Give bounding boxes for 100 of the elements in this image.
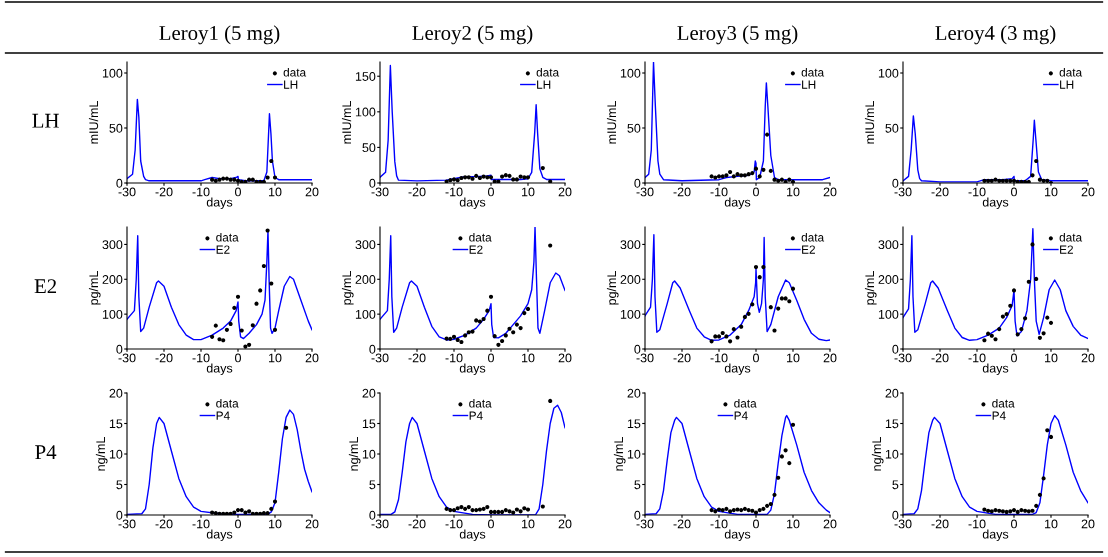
- point: [761, 506, 766, 511]
- x-tick-label: 10: [1045, 519, 1058, 529]
- legend-label: LH: [284, 80, 298, 89]
- x-tick-label: 20: [558, 353, 572, 363]
- point: [459, 339, 464, 345]
- point: [765, 132, 770, 137]
- point: [787, 299, 792, 304]
- point: [776, 306, 781, 311]
- point: [1015, 509, 1020, 515]
- point: [761, 265, 766, 270]
- point: [750, 508, 755, 513]
- point: [210, 334, 215, 339]
- point: [776, 475, 781, 480]
- legend-label: LH: [537, 80, 551, 89]
- y-tick-label: 300: [102, 240, 123, 250]
- point: [254, 511, 259, 515]
- point: [1030, 173, 1035, 178]
- x-tick-label: -20: [155, 353, 173, 363]
- legend-label: P4: [992, 411, 1006, 420]
- chart-title: Leroy3 (5 mg): [677, 25, 798, 45]
- x-tick-label: 0: [235, 519, 241, 529]
- point: [1004, 312, 1009, 317]
- point: [448, 336, 453, 341]
- y-tick-label: 20: [362, 388, 376, 398]
- point: [761, 167, 766, 172]
- x-axis-title: days: [982, 197, 1009, 210]
- point: [525, 175, 531, 180]
- point: [511, 330, 516, 335]
- point: [500, 509, 505, 515]
- point: [488, 294, 494, 299]
- x-tick-label: -30: [894, 187, 912, 197]
- point: [492, 179, 497, 183]
- x-axis-title: days: [459, 197, 486, 210]
- point: [477, 507, 482, 512]
- point: [470, 508, 475, 513]
- point: [716, 334, 722, 339]
- point: [1000, 314, 1005, 319]
- point: [982, 178, 987, 183]
- point: [728, 339, 733, 344]
- point: [514, 177, 519, 182]
- point: [997, 327, 1002, 332]
- point: [228, 511, 233, 515]
- text: E2: [34, 279, 57, 294]
- point: [982, 338, 987, 343]
- point: [213, 178, 218, 183]
- x-axis-title: days: [459, 363, 486, 376]
- point: [269, 158, 274, 164]
- point: [269, 506, 274, 511]
- point: [728, 169, 733, 175]
- x-tick-label: 10: [522, 353, 535, 363]
- x-tick-label: 10: [1045, 187, 1058, 197]
- legend-label: E2: [1060, 245, 1073, 254]
- x-tick-label: -20: [408, 353, 426, 363]
- point: [757, 508, 762, 513]
- text: LH: [32, 113, 59, 128]
- point: [768, 305, 773, 310]
- point: [772, 492, 777, 497]
- y-tick-label: 5: [892, 480, 899, 490]
- point: [254, 179, 259, 183]
- x-tick-label: -30: [894, 519, 912, 529]
- point: [232, 177, 237, 182]
- point: [735, 172, 740, 177]
- point: [731, 327, 736, 332]
- point: [518, 326, 523, 331]
- point: [1011, 178, 1017, 183]
- point: [1019, 508, 1024, 513]
- y-tick-label: 15: [109, 419, 123, 429]
- point: [261, 511, 266, 515]
- point: [753, 265, 759, 270]
- x-tick-label: -10: [968, 353, 986, 363]
- legend-label: data: [801, 67, 825, 77]
- point: [221, 511, 226, 515]
- point: [235, 178, 241, 183]
- y-tick-label: 20: [885, 388, 899, 398]
- x-tick-label: -20: [408, 519, 426, 529]
- point: [540, 165, 545, 171]
- legend-label: data: [283, 67, 307, 77]
- chart-title: Leroy2 (5 mg): [412, 25, 533, 45]
- point: [272, 327, 278, 332]
- line-series: [127, 229, 312, 341]
- x-tick-label: -20: [931, 353, 949, 363]
- point: [1048, 320, 1054, 325]
- x-tick-label: -10: [192, 353, 210, 363]
- y-axis-title: ng/mL: [348, 437, 361, 471]
- x-tick-label: 20: [823, 519, 837, 529]
- x-axis-title: days: [982, 529, 1009, 542]
- point: [724, 173, 729, 178]
- point: [239, 179, 244, 183]
- y-tick-label: 0: [369, 344, 376, 354]
- point: [239, 508, 244, 513]
- point: [1037, 335, 1042, 340]
- point: [474, 173, 479, 178]
- x-tick-label: 10: [269, 353, 282, 363]
- y-tick-label: 50: [109, 123, 123, 133]
- y-tick-label: 5: [634, 480, 641, 490]
- y-tick-label: 0: [369, 510, 376, 520]
- point: [1023, 316, 1028, 321]
- y-tick-label: 100: [620, 68, 641, 78]
- x-tick-label: 0: [235, 187, 241, 197]
- x-tick-label: -10: [445, 187, 463, 197]
